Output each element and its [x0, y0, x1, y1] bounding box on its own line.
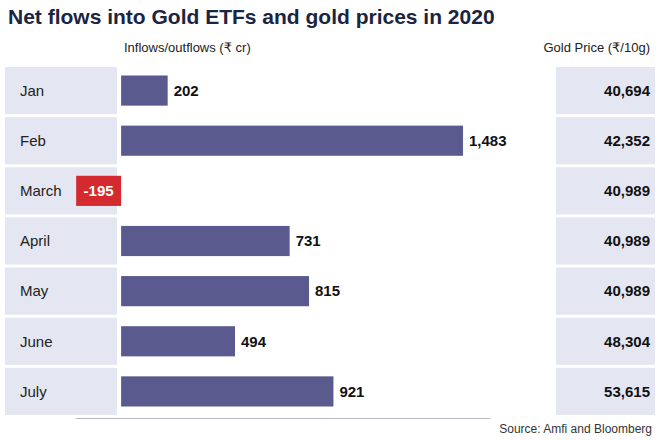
chart: Net flows into Gold ETFs and gold prices…: [0, 0, 660, 440]
gold-price: 42,352: [604, 132, 650, 149]
price-cell: [556, 67, 655, 114]
bar: [121, 326, 235, 356]
gold-price: 48,304: [604, 333, 651, 350]
category-label: Jan: [20, 82, 44, 99]
row-cells: [5, 67, 655, 415]
column-header: Inflows/outflows (₹ cr): [124, 40, 251, 55]
bars: [76, 75, 463, 406]
data-label: 731: [296, 232, 321, 249]
data-label: 494: [241, 333, 267, 350]
bar: [121, 276, 309, 306]
category-cell: [5, 167, 117, 214]
data-label: -195: [84, 182, 114, 199]
x-axis: [76, 418, 491, 419]
category-cell: [5, 318, 117, 365]
category-cell: [5, 268, 117, 315]
gold-prices: 40,694 42,352 40,989 40,989 40,989 48,304 53,6…: [604, 82, 651, 400]
x-axis-line: [76, 418, 491, 419]
price-cell: [556, 117, 655, 164]
category-label: Feb: [20, 132, 46, 149]
category-cell: [5, 117, 117, 164]
data-label: 921: [339, 383, 364, 400]
source: Source: Amfi and Bloomberg: [499, 422, 652, 436]
title: Net flows into Gold ETFs and gold prices…: [8, 5, 495, 28]
data-labels: 202 1,483 -195 731 815 494 921: [84, 82, 507, 400]
category-cell: [5, 67, 117, 114]
category-labels: Jan Feb March April May June July: [20, 82, 62, 400]
bar: [76, 176, 121, 206]
gold-price: 53,615: [604, 383, 650, 400]
price-cell: [556, 368, 655, 415]
data-label: 815: [315, 282, 340, 299]
bar: [121, 75, 168, 105]
price-cell: [556, 217, 655, 264]
category-label: July: [20, 383, 47, 400]
category-cell: [5, 217, 117, 264]
bar: [121, 376, 333, 406]
category-label: March: [20, 182, 62, 199]
category-label: April: [20, 232, 50, 249]
price-cell: [556, 167, 655, 214]
bar: [121, 226, 290, 256]
gold-price: 40,694: [604, 82, 651, 99]
data-label: 1,483: [469, 132, 507, 149]
gold-price: 40,989: [604, 282, 650, 299]
category-cell: [5, 368, 117, 415]
category-label: May: [20, 282, 49, 299]
category-label: June: [20, 333, 53, 350]
gold-price: 40,989: [604, 232, 650, 249]
data-label: 202: [174, 82, 199, 99]
price-cell: [556, 268, 655, 315]
bar: [121, 126, 463, 156]
price-cell: [556, 318, 655, 365]
column-header: Gold Price (₹/10g): [543, 40, 650, 55]
gold-price: 40,989: [604, 182, 650, 199]
